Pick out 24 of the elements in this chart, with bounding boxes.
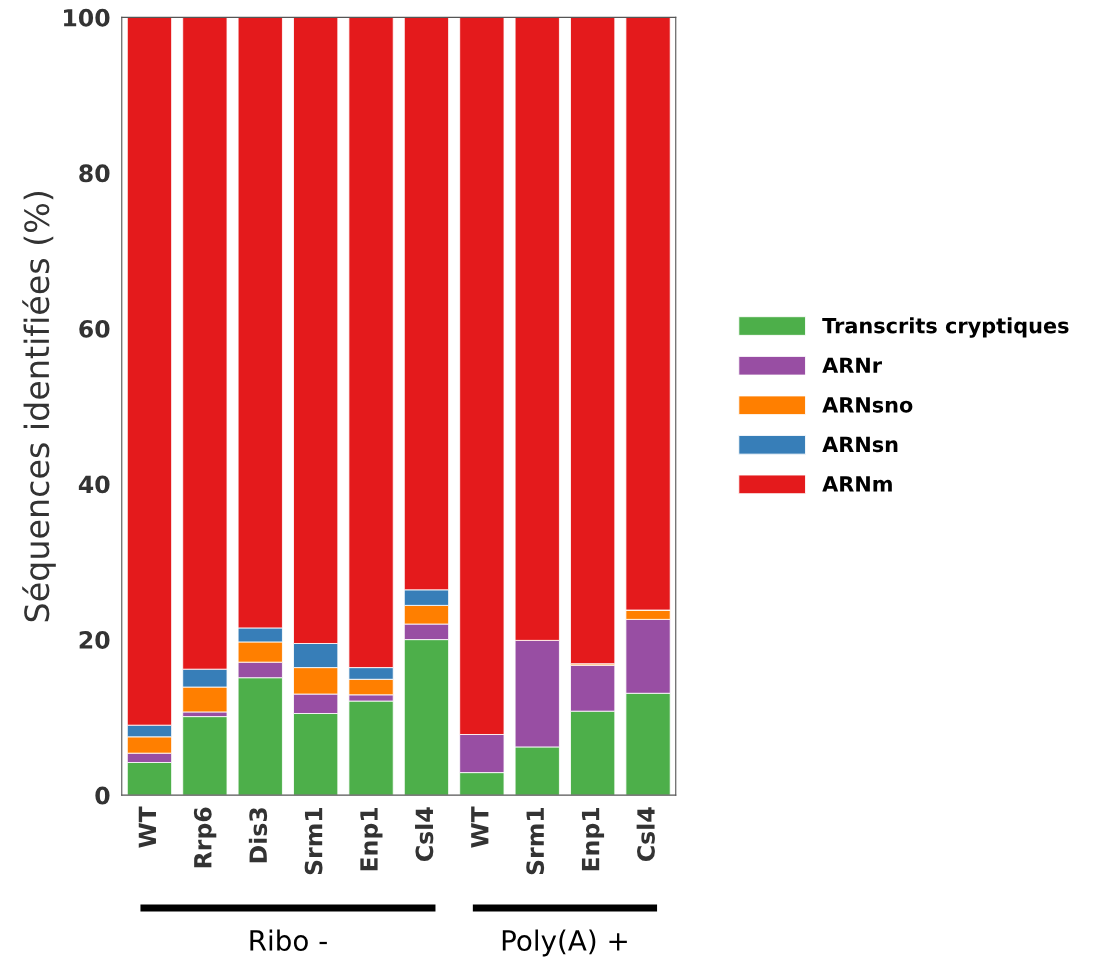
x-tick-label: Srm1: [304, 807, 323, 875]
x-tick-label: Enp1: [581, 807, 605, 871]
y-tick-label: 0: [95, 786, 110, 805]
x-tick-label: Rrp6: [193, 807, 217, 868]
x-tick-label: Srm1: [526, 807, 545, 875]
text: Poly(A) +: [502, 929, 627, 957]
y-tick-label: 100: [64, 8, 110, 27]
legend-label: ARNsno: [822, 397, 913, 413]
legend-label: ARNsn: [822, 436, 898, 453]
x-tick-label: Csl4: [636, 807, 655, 861]
x-tick-label: Dis3: [248, 808, 268, 863]
legend-label: Transcrits cryptiques: [822, 317, 1069, 338]
y-tick-label: 60: [79, 319, 110, 338]
text: Ribo -: [250, 929, 327, 951]
x-tick-label: WT: [138, 806, 156, 848]
x-tick-label: WT: [471, 806, 489, 848]
y-axis-title: Séquences identifiées (%): [22, 191, 56, 622]
y-tick-label: 20: [79, 631, 110, 649]
legend-label: ARNr: [822, 357, 882, 373]
x-tick-label: Csl4: [415, 807, 434, 861]
legend-label: ARNm: [822, 476, 892, 492]
y-tick-label: 80: [79, 164, 110, 183]
x-tick-label: Enp1: [360, 807, 383, 871]
y-tick-label: 40: [78, 475, 110, 494]
